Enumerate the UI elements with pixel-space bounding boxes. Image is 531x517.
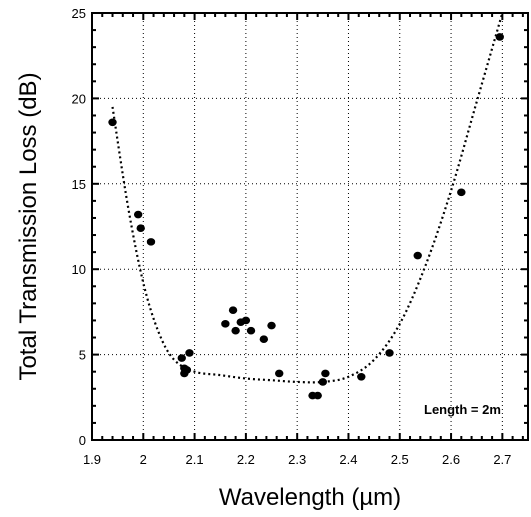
data-point [246, 326, 256, 335]
x-tick-label: 2 [140, 452, 147, 467]
data-point [133, 210, 143, 219]
x-tick-label: 2.4 [339, 452, 357, 467]
y-tick-label: 15 [72, 177, 86, 192]
data-point [357, 373, 366, 381]
fit-curve-layer [111, 12, 504, 384]
data-point [275, 369, 284, 378]
data-points-layer [108, 33, 504, 400]
data-point [241, 316, 251, 325]
y-tick-label: 5 [79, 348, 86, 363]
y-tick-label: 20 [72, 91, 86, 106]
y-tick-label: 10 [72, 262, 86, 277]
x-tick-label: 2.5 [391, 452, 409, 467]
length-annotation: Length = 2m [424, 402, 501, 417]
data-point [177, 354, 186, 362]
data-point [146, 238, 156, 246]
x-axis-label: Wavelength (µm) [219, 484, 401, 511]
data-point [259, 335, 269, 344]
y-tick-label: 25 [72, 6, 86, 21]
x-tick-label: 2.3 [288, 452, 306, 467]
data-point [413, 251, 422, 260]
axis-ticks [91, 12, 528, 441]
x-tick-label: 2.1 [186, 452, 204, 467]
data-point [495, 33, 504, 41]
data-point [313, 391, 322, 400]
data-point [221, 320, 230, 328]
x-tick-labels: 1.9 2 2.1 2.2 2.3 2.4 2.5 2.6 2.7 [83, 452, 511, 467]
x-tick-label: 2.7 [493, 452, 511, 467]
x-tick-label: 2.2 [237, 452, 255, 467]
data-point [457, 188, 466, 197]
grid [92, 13, 528, 440]
data-point [385, 349, 394, 357]
x-tick-label: 1.9 [83, 452, 101, 467]
x-tick-label: 2.6 [442, 452, 460, 467]
data-point [185, 349, 194, 357]
y-tick-label: 0 [79, 433, 86, 448]
data-point [136, 224, 145, 233]
fit-curve [111, 12, 504, 384]
data-point [182, 366, 192, 374]
data-point [321, 369, 330, 378]
data-point [228, 306, 238, 314]
data-point [231, 326, 240, 335]
data-point [108, 118, 117, 127]
plot-frame [91, 12, 529, 441]
y-tick-labels: 0 5 10 15 20 25 [72, 6, 86, 448]
data-point [267, 321, 276, 330]
y-axis-label: Total Transmission Loss (dB) [15, 72, 42, 380]
data-point [318, 378, 328, 386]
